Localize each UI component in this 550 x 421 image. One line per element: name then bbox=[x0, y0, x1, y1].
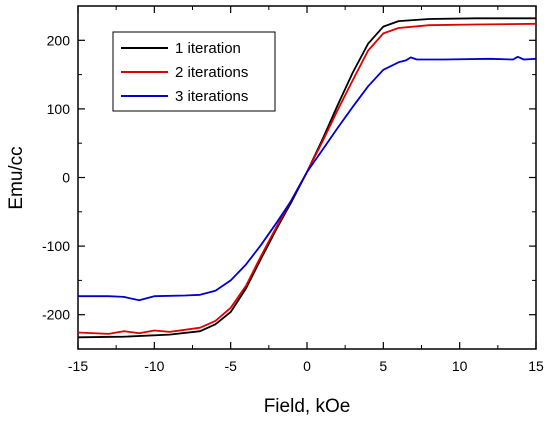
y-tick-label: -200 bbox=[42, 307, 70, 323]
legend: 1 iteration 2 iterations 3 iterations bbox=[112, 31, 276, 112]
series-lines bbox=[77, 17, 537, 339]
ticks bbox=[77, 5, 537, 350]
y-tick-label: -100 bbox=[42, 238, 70, 254]
y-tick-label: 200 bbox=[47, 32, 71, 48]
x-tick-label: 15 bbox=[528, 358, 544, 374]
x-tick-label: 10 bbox=[452, 358, 468, 374]
x-tick-label: 0 bbox=[303, 358, 311, 374]
legend-label-3-iterations: 3 iterations bbox=[175, 88, 248, 105]
legend-label-2-iterations: 2 iterations bbox=[175, 64, 248, 81]
series-line-2-iterations bbox=[77, 22, 537, 335]
y-tick-label: 0 bbox=[62, 170, 70, 186]
series-line-3-iterations bbox=[78, 55, 537, 302]
y-axis-title: Emu/cc bbox=[6, 146, 27, 209]
x-tick-label: 5 bbox=[379, 358, 387, 374]
y-tick-label: 100 bbox=[47, 101, 71, 117]
x-tick-label: -15 bbox=[68, 358, 88, 374]
legend-label-1-iteration: 1 iteration bbox=[175, 40, 241, 57]
tick-labels: -15 -10 -5 0 5 10 15 -200 -100 0 100 200 bbox=[42, 32, 544, 374]
x-tick-label: -5 bbox=[224, 358, 237, 374]
x-axis-title: Field, kOe bbox=[264, 396, 351, 417]
x-tick-label: -10 bbox=[144, 358, 164, 374]
